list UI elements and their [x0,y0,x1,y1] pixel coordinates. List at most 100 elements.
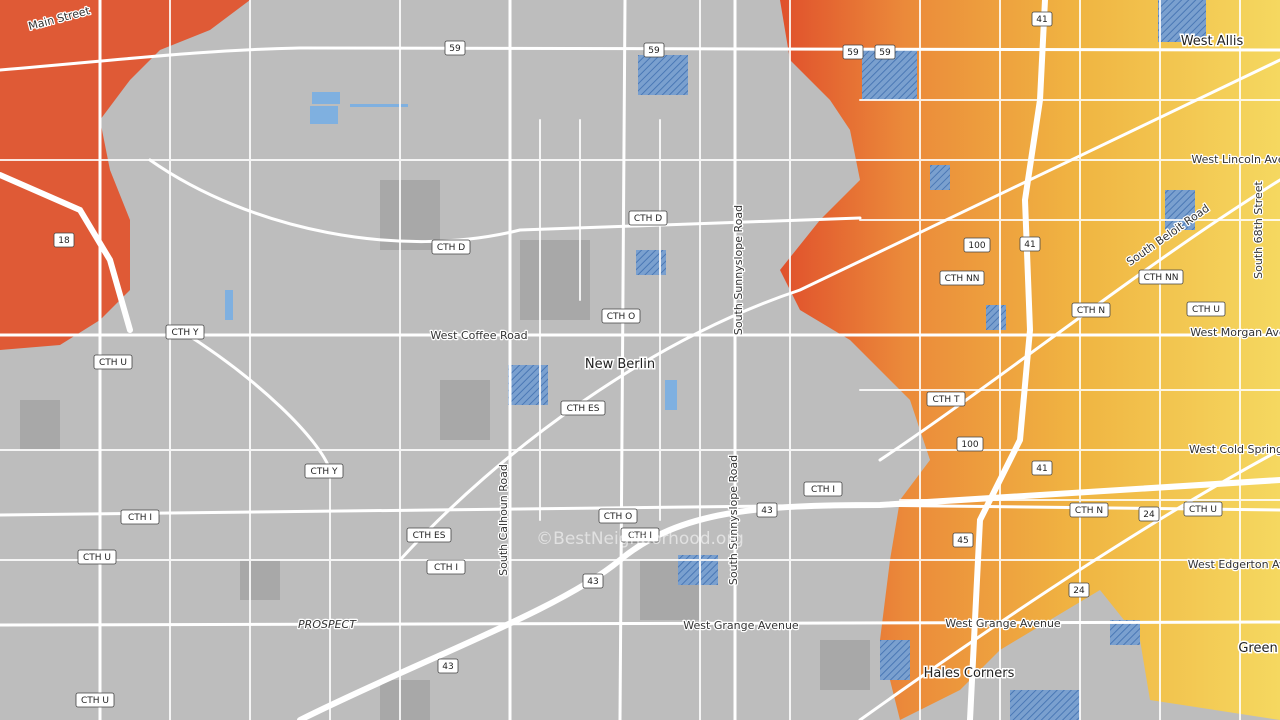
shield-label: CTH O [607,312,636,322]
road-shield: CTH ES [406,527,452,543]
shield-label: CTH T [933,395,960,405]
shield-box [803,481,843,497]
shield-box [560,400,606,416]
shield-box [406,527,452,543]
road-shield: CTH U [93,354,133,370]
heat-region [0,0,250,350]
shield-label: CTH I [128,513,152,523]
shield-label: 41 [1036,464,1047,474]
shield-label: 100 [961,440,978,450]
road-shield: CTH U [77,549,117,565]
road-shield: CTH ES [560,400,606,416]
shield-box [431,239,471,255]
shield-box [582,573,604,589]
shields: 59 59 59 59 41 CTH D CTH D 18 100 41 CTH NN CTH NN C… [53,11,1226,708]
road-shield: 41 [1019,236,1041,252]
road-shield: 41 [1031,11,1053,27]
shield-label: CTH ES [567,404,600,414]
road-shield: CTH U [75,692,115,708]
shield-label: CTH U [83,553,111,563]
shield-box [842,44,864,60]
shield-label: 43 [587,577,598,587]
road-shield: 100 [956,436,984,452]
watermark: ©BestNeighborhood.org [536,529,744,549]
road-shield: 43 [756,502,778,518]
shield-box [963,237,991,253]
shield-label: 43 [761,506,772,516]
road-shield: 41 [1031,460,1053,476]
shield-box [1071,302,1111,318]
shield-label: 41 [1024,240,1035,250]
shield-label: 59 [847,48,859,58]
road-label: West Lincoln Ave [1191,153,1280,166]
shield-label: CTH ES [413,531,446,541]
place-label: New Berlin [585,357,655,372]
road-shield: 24 [1068,582,1090,598]
shield-label: CTH I [628,531,652,541]
shield-box [1138,269,1184,285]
shield-label: 24 [1143,510,1155,520]
road-shield: CTH O [601,308,641,324]
road-shield: CTH D [628,210,668,226]
road-label: South 68th Street [1252,180,1265,278]
road-shield: 43 [582,573,604,589]
water [225,92,677,410]
shield-box [120,509,160,525]
shield-box [53,232,75,248]
shield-box [93,354,133,370]
road-shield: CTH NN [939,270,985,286]
road-shield: 43 [437,658,459,674]
road-shield: CTH I [426,559,466,575]
shield-box [1138,506,1160,522]
road-shield: CTH D [431,239,471,255]
shield-label: CTH I [811,485,835,495]
shield-box [1069,502,1109,518]
shield-box [643,42,665,58]
road-shield: CTH T [926,391,966,407]
shield-label: CTH U [99,358,127,368]
shield-box [628,210,668,226]
road-shield: 59 [874,44,896,60]
place-label: Hales Corners [924,666,1015,681]
road-shield: 24 [1138,506,1160,522]
road-shield: CTH I [120,509,160,525]
road-shield: CTH U [1186,301,1226,317]
shield-box [956,436,984,452]
shield-box [939,270,985,286]
road-label: West Coffee Road [430,329,527,342]
road-shield: 45 [952,532,974,548]
shield-box [756,502,778,518]
shield-box [1068,582,1090,598]
shield-label: CTH U [81,696,109,706]
shield-label: CTH N [1077,306,1105,316]
shield-box [304,463,344,479]
road-label: West Cold Spring [1189,443,1280,456]
shield-box [426,559,466,575]
shield-box [926,391,966,407]
road-shield: 59 [842,44,864,60]
shield-box [1031,11,1053,27]
shield-label: CTH D [634,214,662,224]
shield-label: 100 [968,241,985,251]
road-shield: CTH I [803,481,843,497]
shield-box [874,44,896,60]
shield-label: 18 [58,236,70,246]
road-label: West Morgan Ave [1190,326,1280,339]
road-label: PROSPECT [298,618,357,631]
road-shield: CTH N [1069,502,1109,518]
road-shield: CTH N [1071,302,1111,318]
shield-label: CTH U [1192,305,1220,315]
shield-box [444,40,466,56]
road-label: West Edgerton Ave [1188,558,1280,571]
shield-label: CTH I [434,563,458,573]
shield-box [1183,501,1223,517]
shield-box [952,532,974,548]
shield-label: CTH D [437,243,465,253]
road-label: South Sunnyslope Road [732,205,745,335]
shield-box [620,527,660,543]
shield-label: CTH U [1189,505,1217,515]
road-shield: CTH U [1183,501,1223,517]
